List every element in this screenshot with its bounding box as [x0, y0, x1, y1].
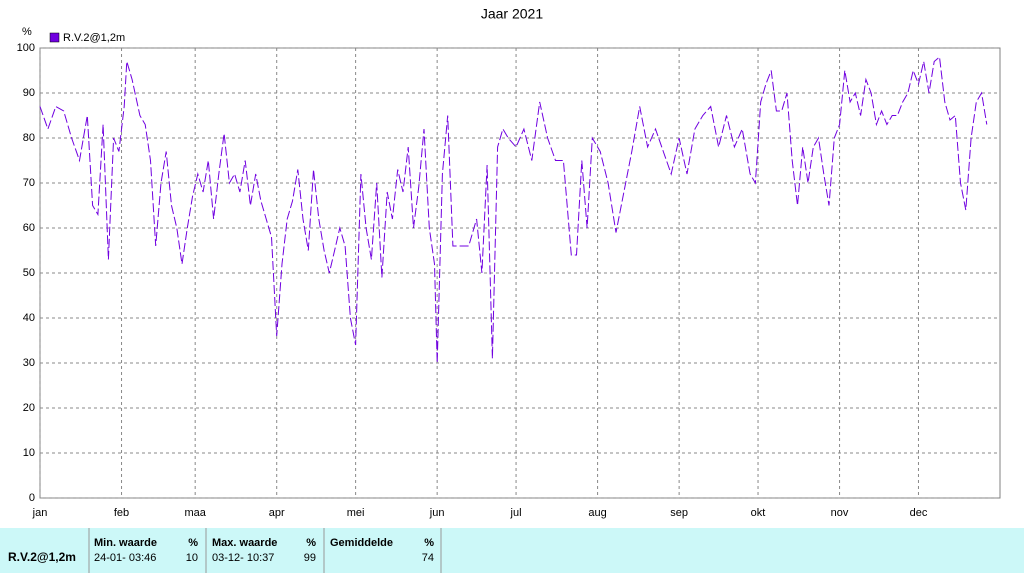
- x-tick-label: okt: [751, 507, 766, 519]
- y-tick-label: 80: [23, 132, 35, 144]
- y-tick-label: 90: [23, 87, 35, 99]
- y-tick-label: 0: [29, 492, 35, 504]
- x-tick-label: nov: [831, 507, 849, 519]
- y-tick-label: 60: [23, 222, 35, 234]
- value: 10: [186, 552, 198, 564]
- header: Max. waarde: [212, 537, 277, 549]
- unit: %: [188, 537, 198, 549]
- line-series: [39, 56, 988, 364]
- header: Gemiddelde: [330, 537, 393, 549]
- x-tick-label: jan: [32, 507, 48, 519]
- x-tick-label: aug: [588, 507, 606, 519]
- row-label: R.V.2@1,2m: [8, 550, 76, 564]
- y-tick-label: 10: [23, 447, 35, 459]
- value: 74: [422, 552, 434, 564]
- y-tick-label: 70: [23, 177, 35, 189]
- summary-table: R.V.2@1,2m Min. waarde % 24-01- 03:46 10…: [0, 528, 1024, 573]
- y-tick-label: 50: [23, 267, 35, 279]
- time: 03-12- 10:37: [212, 552, 274, 564]
- legend-swatch: [49, 32, 60, 43]
- y-tick-label: 20: [23, 402, 35, 414]
- x-tick-label: apr: [269, 507, 285, 519]
- x-tick-label: mei: [347, 507, 365, 519]
- header: Min. waarde: [94, 537, 157, 549]
- x-tick-label: jun: [429, 507, 445, 519]
- chart-title: Jaar 2021: [481, 6, 543, 22]
- unit: %: [424, 537, 434, 549]
- x-tick-label: sep: [670, 507, 688, 519]
- table-bg: [0, 528, 1024, 573]
- legend-label: R.V.2@1,2m: [63, 32, 125, 44]
- x-tick-label: maa: [184, 507, 206, 519]
- y-tick-label: 40: [23, 312, 35, 324]
- y-unit: %: [22, 26, 32, 38]
- value: 99: [304, 552, 316, 564]
- y-tick-label: 30: [23, 357, 35, 369]
- x-tick-label: feb: [114, 507, 129, 519]
- time: 24-01- 03:46: [94, 552, 156, 564]
- x-tick-label: jul: [510, 507, 522, 519]
- y-tick-label: 100: [17, 42, 35, 54]
- unit: %: [306, 537, 316, 549]
- x-tick-label: dec: [910, 507, 928, 519]
